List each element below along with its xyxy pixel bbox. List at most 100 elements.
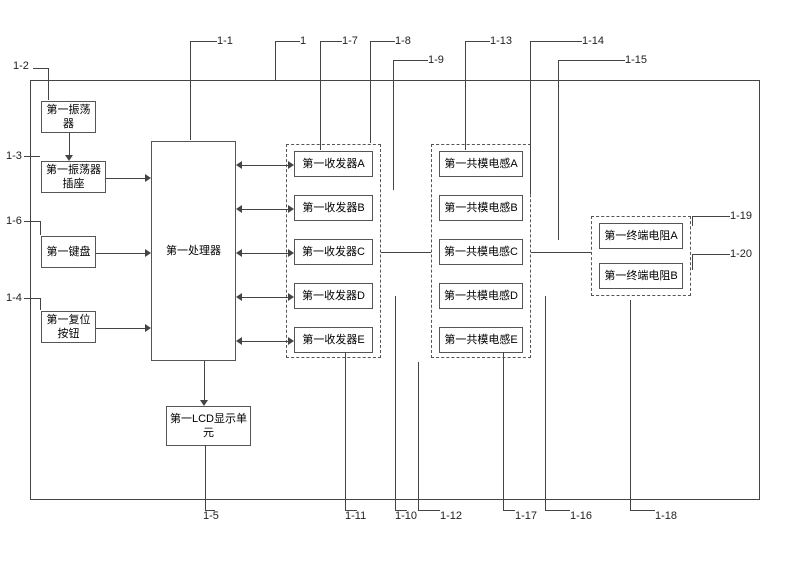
box-trx-e: 第一收发器E bbox=[294, 327, 373, 353]
lead-1-15 bbox=[558, 60, 559, 240]
label-1-3: 1-3 bbox=[6, 150, 22, 162]
lead-1-20-h bbox=[692, 254, 730, 255]
box-term-a: 第一终端电阻A bbox=[599, 223, 683, 249]
box-lcd-label: 第一LCD显示单元 bbox=[167, 412, 250, 441]
box-cmc-b: 第一共模电感B bbox=[439, 195, 523, 221]
lead-1-10 bbox=[395, 296, 396, 510]
lead-1-1-h bbox=[190, 41, 217, 42]
box-term-a-label: 第一终端电阻A bbox=[604, 229, 677, 243]
lead-1-3-h bbox=[24, 156, 40, 157]
lead-1-11-h bbox=[345, 510, 357, 511]
label-1-1: 1-1 bbox=[217, 35, 233, 47]
label-1-20: 1-20 bbox=[730, 248, 752, 260]
lead-1-18 bbox=[630, 300, 631, 510]
label-1-13: 1-13 bbox=[490, 35, 512, 47]
lead-1-18-h bbox=[630, 510, 655, 511]
box-cmc-b-label: 第一共模电感B bbox=[444, 201, 517, 215]
box-cmc-e: 第一共模电感E bbox=[439, 327, 523, 353]
label-1: 1 bbox=[300, 35, 306, 47]
label-1-17: 1-17 bbox=[515, 510, 537, 522]
label-1-6: 1-6 bbox=[6, 215, 22, 227]
box-processor-label: 第一处理器 bbox=[166, 244, 221, 258]
box-reset-btn-label: 第一复位按钮 bbox=[42, 313, 95, 342]
label-1-12: 1-12 bbox=[440, 510, 462, 522]
box-trx-e-label: 第一收发器E bbox=[302, 333, 364, 347]
lead-1-15-h bbox=[558, 60, 625, 61]
label-1-11: 1-11 bbox=[345, 510, 366, 522]
line-cmc-term bbox=[531, 252, 591, 253]
lead-1-16 bbox=[545, 296, 546, 510]
arrow-socket-proc bbox=[106, 173, 151, 183]
box-cmc-d: 第一共模电感D bbox=[439, 283, 523, 309]
lead-1-13 bbox=[465, 41, 466, 150]
lead-1-2 bbox=[48, 68, 49, 100]
box-reset-btn: 第一复位按钮 bbox=[41, 311, 96, 343]
lead-1-19-h bbox=[692, 216, 730, 217]
lead-1-8 bbox=[370, 41, 371, 143]
lead-1 bbox=[275, 41, 276, 80]
lead-1-7 bbox=[320, 41, 321, 150]
lead-1-12-h bbox=[418, 510, 440, 511]
lead-1-10-h bbox=[395, 510, 407, 511]
lead-1-4-v bbox=[40, 298, 41, 310]
lead-1-12 bbox=[418, 362, 419, 510]
box-osc-socket: 第一振荡器插座 bbox=[41, 161, 106, 193]
lead-1-17-h bbox=[503, 510, 515, 511]
lead-1-1 bbox=[190, 41, 191, 140]
lead-1-16-h bbox=[545, 510, 570, 511]
box-osc1: 第一振荡器 bbox=[41, 101, 96, 133]
box-keyboard-label: 第一键盘 bbox=[47, 245, 91, 259]
lead-1-4-h bbox=[24, 298, 40, 299]
box-trx-b-label: 第一收发器B bbox=[302, 201, 364, 215]
lead-1-14-h bbox=[530, 41, 582, 42]
box-osc-socket-label: 第一振荡器插座 bbox=[42, 163, 105, 192]
box-term-b-label: 第一终端电阻B bbox=[604, 269, 677, 283]
label-1-18: 1-18 bbox=[655, 510, 677, 522]
box-osc1-label: 第一振荡器 bbox=[42, 103, 95, 132]
box-cmc-a: 第一共模电感A bbox=[439, 151, 523, 177]
label-1-14: 1-14 bbox=[582, 35, 604, 47]
label-1-16: 1-16 bbox=[570, 510, 592, 522]
arrow-keyboard-proc bbox=[96, 248, 151, 258]
lead-1-19 bbox=[692, 216, 693, 226]
box-trx-b: 第一收发器B bbox=[294, 195, 373, 221]
lead-1-14 bbox=[530, 41, 531, 194]
arrow-proc-trx-c bbox=[236, 248, 294, 258]
lead-1-11 bbox=[345, 352, 346, 510]
lead-1-6-v bbox=[40, 221, 41, 235]
label-1-2: 1-2 bbox=[13, 60, 29, 72]
box-trx-a-label: 第一收发器A bbox=[302, 157, 364, 171]
label-1-10: 1-10 bbox=[395, 510, 417, 522]
label-1-7: 1-7 bbox=[342, 35, 358, 47]
lead-1-5 bbox=[205, 445, 206, 510]
lead-1-7-h bbox=[320, 41, 342, 42]
arrow-proc-lcd bbox=[199, 361, 209, 406]
label-1-8: 1-8 bbox=[395, 35, 411, 47]
lead-1-20 bbox=[692, 254, 693, 270]
label-1-5: 1-5 bbox=[203, 510, 219, 522]
box-cmc-c-label: 第一共模电感C bbox=[444, 245, 518, 259]
lead-1-9 bbox=[393, 60, 394, 190]
box-cmc-e-label: 第一共模电感E bbox=[444, 333, 517, 347]
label-1-9: 1-9 bbox=[428, 54, 444, 66]
arrow-osc-down bbox=[64, 133, 74, 161]
arrow-proc-trx-a bbox=[236, 160, 294, 170]
label-1-19: 1-19 bbox=[730, 210, 752, 222]
box-trx-c-label: 第一收发器C bbox=[302, 245, 365, 259]
box-cmc-a-label: 第一共模电感A bbox=[444, 157, 517, 171]
label-1-4: 1-4 bbox=[6, 292, 22, 304]
lead-1-2-h bbox=[33, 68, 48, 69]
arrow-proc-trx-b bbox=[236, 204, 294, 214]
box-trx-a: 第一收发器A bbox=[294, 151, 373, 177]
arrow-proc-trx-e bbox=[236, 336, 294, 346]
lead-1-h bbox=[275, 41, 300, 42]
box-cmc-d-label: 第一共模电感D bbox=[444, 289, 518, 303]
lead-1-13-h bbox=[465, 41, 490, 42]
label-1-15: 1-15 bbox=[625, 54, 647, 66]
lead-1-6-h bbox=[24, 221, 40, 222]
box-processor: 第一处理器 bbox=[151, 141, 236, 361]
box-trx-d-label: 第一收发器D bbox=[302, 289, 365, 303]
box-cmc-c: 第一共模电感C bbox=[439, 239, 523, 265]
line-trx-cmc bbox=[381, 252, 431, 253]
box-trx-c: 第一收发器C bbox=[294, 239, 373, 265]
